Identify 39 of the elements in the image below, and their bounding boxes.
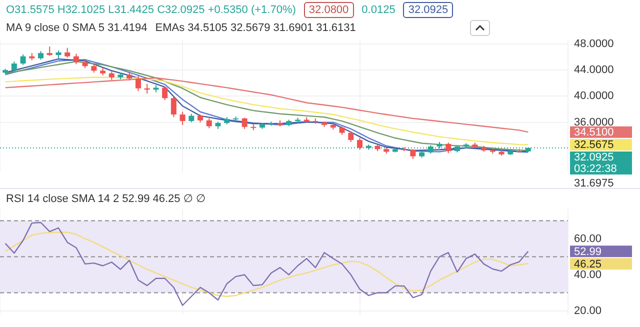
text: EMAs 34.5105 32.5679 31.6901 31.6131 bbox=[155, 22, 356, 34]
candlestick bbox=[46, 46, 52, 56]
candlestick bbox=[348, 130, 354, 142]
candlestick bbox=[206, 118, 212, 129]
candlestick bbox=[162, 86, 168, 101]
text: RSI 14 close SMA 14 2 52.99 46.25 ∅ ∅ bbox=[6, 192, 206, 205]
text: 34.5100 bbox=[574, 126, 614, 139]
candlestick bbox=[180, 111, 186, 126]
candlestick bbox=[64, 47, 70, 58]
y-tick-label: 44.0000 bbox=[574, 64, 614, 76]
candlestick bbox=[73, 53, 79, 65]
text: 32.5675 bbox=[574, 139, 614, 152]
candlestick bbox=[11, 61, 17, 72]
candlestick bbox=[410, 148, 416, 160]
text: 46.25 bbox=[574, 258, 602, 270]
candlestick bbox=[242, 117, 248, 130]
candlestick bbox=[126, 70, 132, 82]
candlestick bbox=[108, 70, 114, 80]
text: O31.5575 H32.1025 L31.4425 C32.0925 +0.5350 (+1.70%) bbox=[6, 4, 296, 16]
text: 32.0800 bbox=[304, 2, 354, 18]
y-tick-label: 36.0000 bbox=[574, 116, 614, 128]
text: 31.6975 bbox=[574, 178, 614, 190]
y-tick-label: 60.00 bbox=[574, 232, 602, 245]
ref-line-label: 32.0925 bbox=[574, 152, 614, 164]
candlestick bbox=[446, 142, 452, 154]
y-tick-label: 20.00 bbox=[574, 304, 602, 317]
candlestick bbox=[357, 138, 363, 150]
y-tick-label: 40.0000 bbox=[574, 90, 614, 102]
text: 52.99 bbox=[574, 246, 602, 258]
candlestick bbox=[135, 75, 141, 92]
text: MA 9 close 0 SMA 5 31.4194 bbox=[6, 22, 148, 34]
y-tick-label: 48.0000 bbox=[574, 38, 614, 50]
text: 32.0925 bbox=[403, 2, 454, 18]
text: 0.0125 bbox=[362, 4, 396, 16]
candlestick bbox=[20, 54, 26, 66]
candlestick bbox=[91, 63, 97, 74]
y-tick-label: 40.00 bbox=[574, 268, 602, 281]
text: 03:22:38 bbox=[574, 163, 617, 176]
candlestick bbox=[170, 96, 176, 118]
